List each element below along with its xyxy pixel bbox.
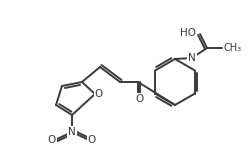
- Text: O: O: [87, 135, 96, 145]
- Text: O: O: [94, 89, 103, 99]
- Text: HO: HO: [179, 28, 195, 38]
- Text: O: O: [135, 94, 144, 104]
- Text: N: N: [187, 53, 195, 63]
- Text: O: O: [48, 135, 56, 145]
- Text: N: N: [68, 127, 76, 137]
- Text: CH₃: CH₃: [223, 43, 241, 53]
